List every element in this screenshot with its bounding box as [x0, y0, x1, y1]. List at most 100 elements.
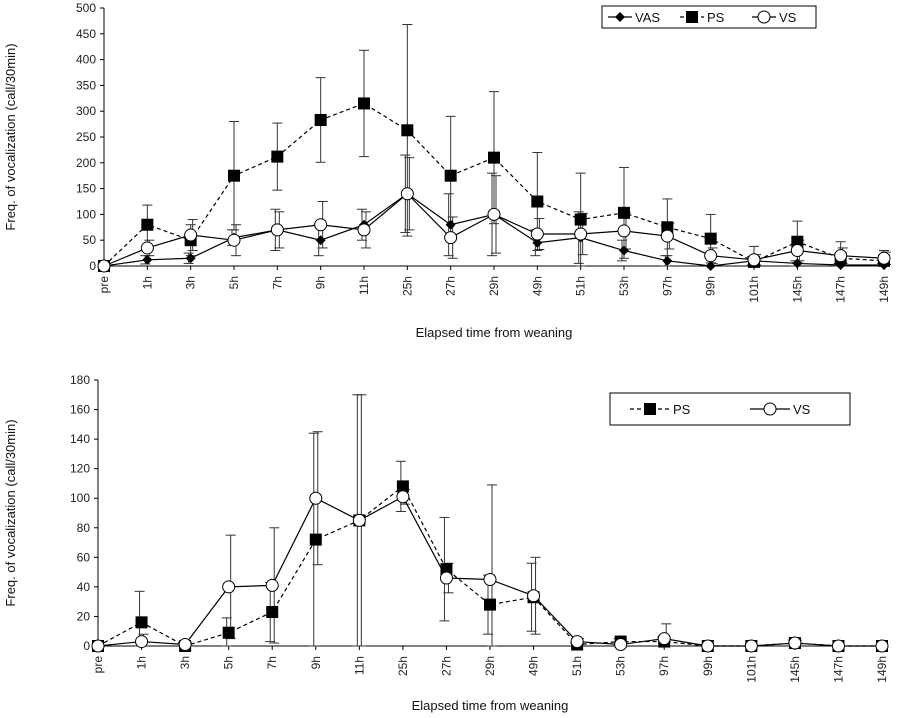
data-point-ps [141, 218, 154, 231]
data-point-vs [831, 639, 845, 653]
y-tick-label: 350 [76, 78, 96, 92]
data-point-vs [790, 244, 804, 258]
y-tick-label: 60 [77, 550, 91, 564]
legend-label-vs: VS [793, 402, 811, 417]
x-tick-label: 1h [140, 276, 154, 289]
data-point-ps [271, 150, 284, 163]
data-point-ps [314, 113, 327, 126]
y-tick-label: 400 [76, 53, 96, 67]
y-tick-label: 100 [76, 207, 96, 221]
x-tick-label: 49h [527, 656, 541, 676]
x-tick-label: 51h [570, 656, 584, 676]
x-tick-label: 97h [657, 656, 671, 676]
x-tick-label: 7h [270, 276, 284, 289]
data-point-vs [657, 632, 671, 646]
data-point-vs [357, 223, 371, 237]
data-point-ps [574, 213, 587, 226]
data-point-vs [574, 227, 588, 241]
data-point-vs [265, 578, 279, 592]
x-tick-label: 149h [875, 656, 889, 683]
data-point-vs [400, 187, 414, 201]
data-point-vs [314, 218, 328, 232]
data-point-vas [315, 235, 326, 246]
x-tick-label: 3h [184, 276, 198, 289]
data-point-ps [401, 124, 414, 137]
x-tick-label: 25h [400, 276, 414, 296]
x-tick-label: 29h [487, 276, 501, 296]
data-point-ps [791, 235, 804, 248]
data-point-vs [184, 228, 198, 242]
y-tick-label: 80 [77, 521, 91, 535]
data-point-ps [396, 480, 409, 493]
data-point-vs [178, 638, 192, 652]
data-point-vs [140, 241, 154, 255]
data-point-vs [614, 638, 628, 652]
legend-marker-vas [615, 12, 625, 22]
y-axis-label: Freq. of vocalization (call/30min) [3, 43, 18, 230]
data-point-ps [618, 206, 630, 219]
x-tick-label: 53h [617, 276, 631, 296]
legend-marker-vs [763, 402, 777, 416]
x-tick-label: 9h [309, 656, 323, 669]
x-tick-label: pre [97, 276, 111, 294]
y-tick-label: 50 [83, 233, 97, 247]
data-point-vs [570, 635, 584, 649]
data-point-vas [532, 237, 543, 248]
y-tick-label: 160 [70, 403, 90, 417]
data-point-vs [444, 231, 458, 245]
data-point-ps [488, 151, 500, 164]
legend-label-vas: VAS [635, 10, 660, 25]
data-point-vs [270, 223, 284, 237]
data-point-ps [228, 169, 240, 182]
y-tick-label: 140 [70, 432, 90, 446]
x-tick-label: 29h [483, 656, 497, 676]
series-line-ps [97, 485, 882, 647]
data-point-vs [744, 639, 758, 653]
y-tick-label: 0 [89, 259, 96, 273]
x-tick-label: 5h [222, 656, 236, 669]
data-point-vas [792, 258, 803, 269]
x-tick-label: 9h [314, 276, 328, 289]
data-point-vs [396, 490, 410, 504]
x-tick-label: 145h [788, 656, 802, 683]
x-tick-label: 11h [352, 656, 366, 675]
data-point-vs [222, 580, 236, 594]
data-point-vs [788, 636, 802, 650]
y-tick-label: 450 [76, 27, 96, 41]
x-tick-label: 147h [834, 276, 848, 303]
data-point-vs [877, 251, 891, 265]
data-point-vs [617, 224, 631, 238]
data-point-vs [704, 249, 718, 263]
data-point-vs [875, 639, 889, 653]
data-point-vs [834, 249, 848, 263]
y-tick-label: 120 [70, 462, 90, 476]
data-point-ps [309, 533, 322, 546]
data-point-vas [185, 253, 196, 264]
y-tick-label: 20 [77, 609, 91, 623]
data-point-vas [619, 245, 629, 256]
data-point-vs [91, 639, 105, 653]
x-tick-label: 51h [574, 276, 588, 296]
data-point-vs [487, 207, 501, 221]
x-tick-label: 147h [831, 656, 845, 683]
data-point-vas [662, 255, 673, 266]
data-point-vas [705, 261, 716, 271]
legend-marker-ps [686, 11, 698, 23]
x-tick-label: 49h [530, 276, 544, 296]
x-axis-label: Elapsed time from weaning [416, 325, 573, 340]
x-tick-label: 145h [790, 276, 804, 303]
x-tick-label: 99h [704, 276, 718, 296]
data-point-ps [661, 221, 674, 234]
data-point-vas [445, 219, 456, 230]
data-point-vs [530, 227, 544, 241]
y-tick-label: 100 [70, 491, 90, 505]
data-point-vs [439, 571, 453, 585]
x-tick-label: 25h [396, 656, 410, 676]
y-tick-label: 180 [70, 373, 90, 387]
data-point-vs [309, 491, 323, 505]
x-tick-label: 27h [439, 656, 453, 676]
y-tick-label: 150 [76, 182, 96, 196]
data-point-ps [358, 97, 370, 110]
